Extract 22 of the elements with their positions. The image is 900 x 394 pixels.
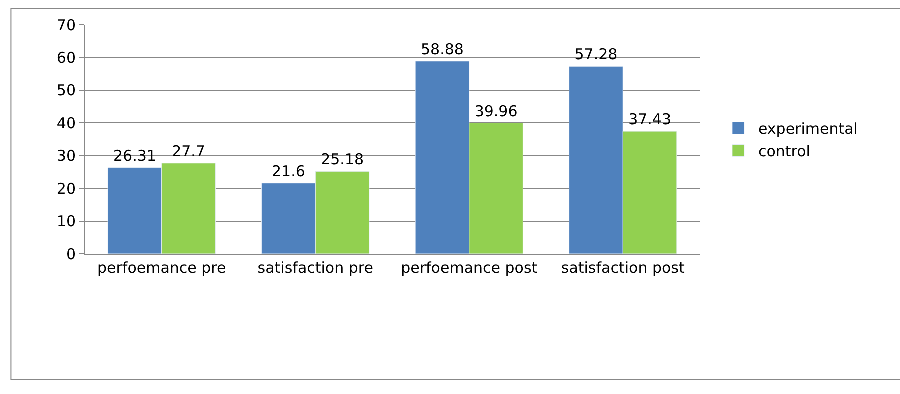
y-tick-label: 20	[56, 180, 76, 198]
data-label: 21.6	[272, 162, 306, 180]
data-label: 57.28	[574, 46, 618, 64]
y-tick-label: 40	[56, 114, 76, 132]
data-label: 27.7	[172, 142, 206, 160]
x-tick-label: perfoemance post	[401, 259, 538, 277]
y-tick-label: 10	[56, 212, 76, 231]
data-label: 37.43	[628, 110, 672, 129]
x-tick-label: satisfaction pre	[258, 259, 374, 277]
x-tick-label: perfoemance pre	[98, 259, 226, 277]
x-tick-label: satisfaction post	[561, 259, 685, 277]
y-tick-label: 70	[56, 16, 76, 34]
data-label: 25.18	[321, 150, 364, 169]
legend-label: experimental	[758, 120, 858, 138]
data-label: 26.31	[113, 146, 156, 165]
y-tick-label: 50	[56, 82, 76, 100]
y-tick-label: 30	[56, 147, 76, 166]
data-label: 39.96	[474, 102, 518, 120]
data-label: 58.88	[420, 40, 464, 58]
y-tick-label: 60	[56, 48, 76, 67]
y-tick-label: 0	[66, 245, 76, 264]
legend-label: control	[758, 142, 810, 161]
